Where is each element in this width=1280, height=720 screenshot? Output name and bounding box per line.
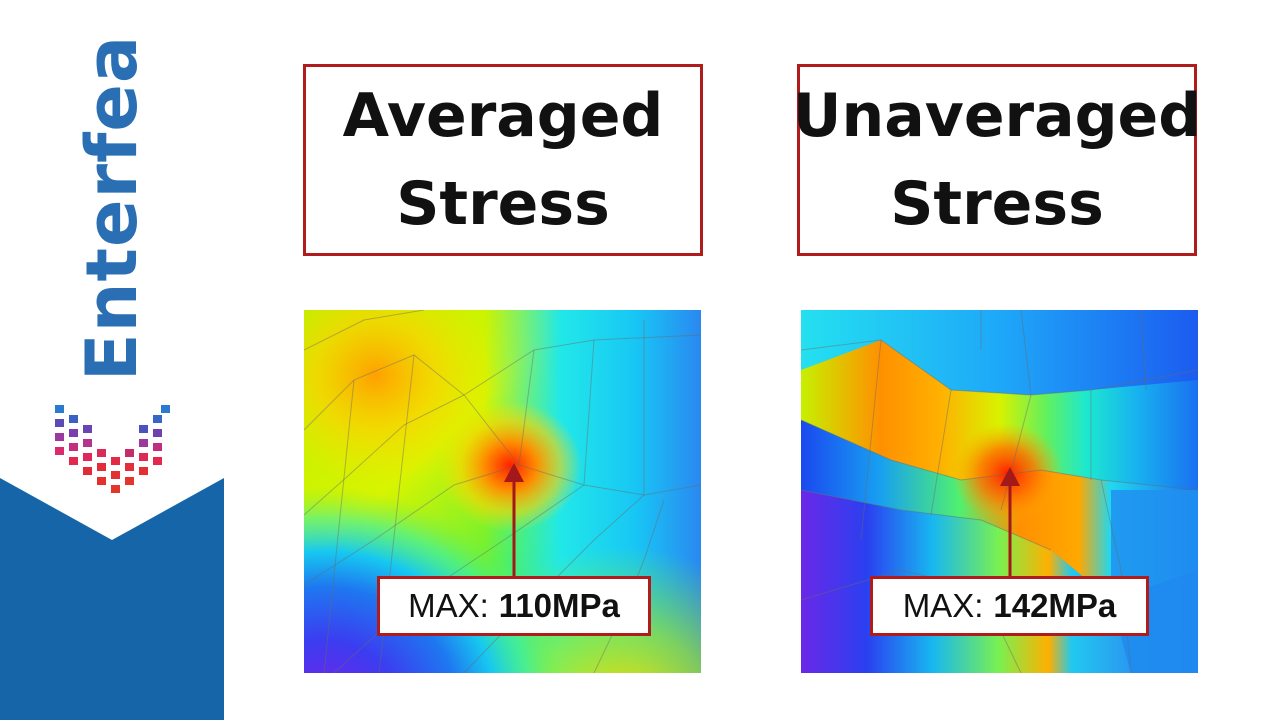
unaveraged-max-stress-label: MAX: 142MPa — [870, 576, 1149, 636]
averaged-stress-title: Averaged Stress — [303, 64, 703, 256]
brand-sidebar: Enterfea — [0, 0, 224, 720]
max-pointer-arrowhead — [1000, 467, 1020, 486]
title-line: Stress — [396, 169, 610, 239]
max-value: 142MPa — [993, 587, 1117, 624]
brand-chevron-shape — [0, 478, 224, 720]
unaveraged-stress-title: Unaveraged Stress — [793, 64, 1201, 256]
max-pointer-arrowhead — [504, 463, 524, 482]
enterfea-logo-icon — [55, 405, 170, 493]
averaged-max-stress-label: MAX: 110MPa — [377, 576, 651, 636]
max-prefix: MAX: — [408, 587, 489, 624]
title-line: Stress — [890, 169, 1104, 239]
title-line: Unaveraged — [792, 81, 1202, 151]
brand-wordmark: Enterfea — [71, 34, 153, 382]
max-prefix: MAX: — [902, 587, 984, 624]
max-value: 110MPa — [498, 587, 620, 624]
title-line: Averaged — [342, 81, 664, 151]
